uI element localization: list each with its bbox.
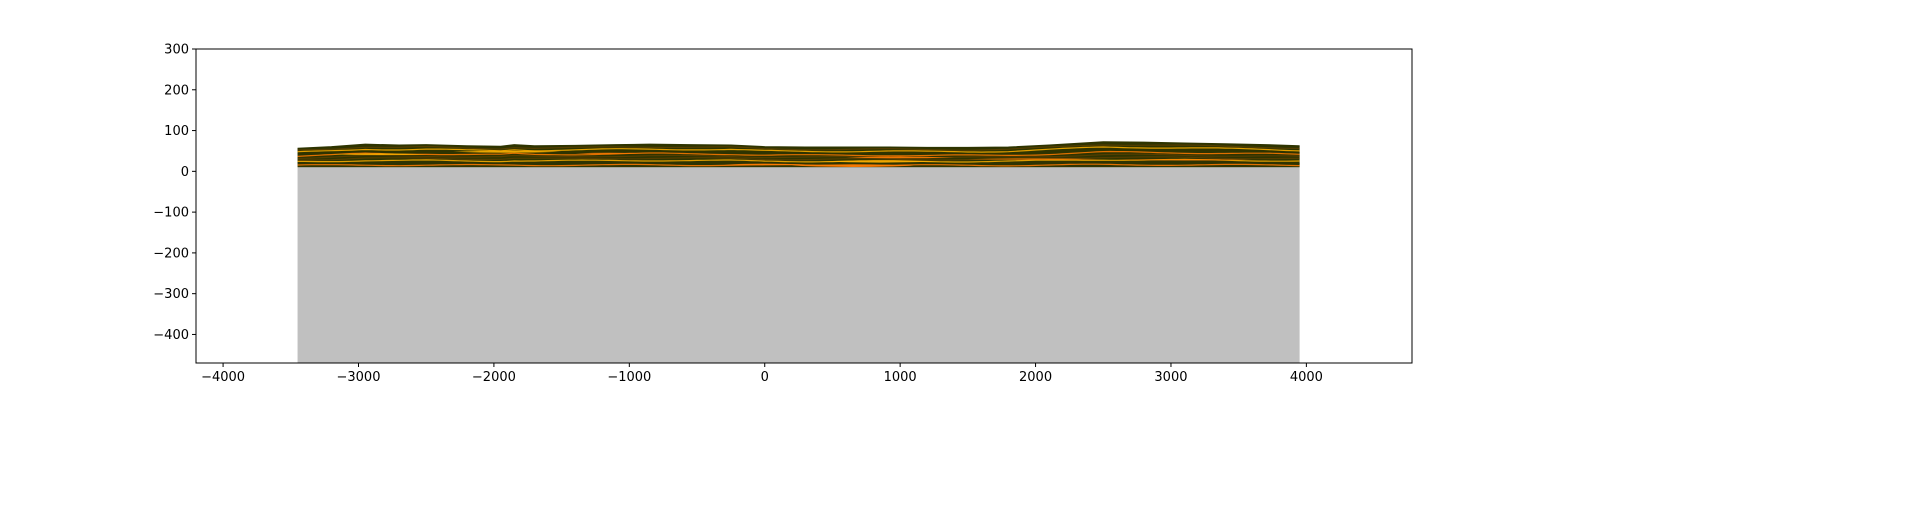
x-tick-label: −3000 [337, 370, 381, 385]
layer-lens [818, 160, 941, 163]
x-tick-label: −4000 [201, 370, 245, 385]
y-tick-label: 300 [164, 43, 189, 58]
layer-lens [331, 153, 427, 156]
layer-line [297, 156, 1300, 161]
layer-line [297, 161, 1300, 165]
y-tick-label: −400 [153, 328, 189, 343]
top-surface-line [297, 141, 1300, 150]
x-tick-label: 3000 [1154, 370, 1187, 385]
basement-block [297, 167, 1300, 363]
x-axis: −4000 −3000 −2000 −1000 0 1000 2000 3000 4000 [201, 363, 1323, 385]
x-tick-label: 4000 [1290, 370, 1323, 385]
layer-lens [1116, 159, 1253, 161]
y-tick-label: −200 [153, 246, 189, 261]
y-axis: 300 200 100 0 −100 −200 −300 −400 [153, 43, 196, 343]
layer-lens [791, 164, 914, 168]
y-tick-label: 200 [164, 83, 189, 98]
layer-line [297, 153, 1300, 160]
y-tick-label: 100 [164, 124, 189, 139]
layer-line [297, 150, 1300, 157]
x-tick-label: 2000 [1019, 370, 1052, 385]
layer-line [297, 144, 1300, 151]
layer-line [297, 163, 1300, 167]
x-tick-label: 1000 [884, 370, 917, 385]
y-tick-label: −100 [153, 206, 189, 221]
x-tick-label: −1000 [607, 370, 651, 385]
layer-lens [575, 152, 643, 155]
layer-lens [845, 156, 955, 159]
layer-lens [453, 150, 562, 153]
x-tick-label: −2000 [472, 370, 516, 385]
plot-frame [195, 48, 1413, 364]
layer-lens [724, 163, 806, 166]
layer-lens [967, 158, 1104, 160]
layer-line [297, 146, 1300, 153]
y-tick-label: −300 [153, 287, 189, 302]
y-tick-label: 0 [181, 165, 189, 180]
x-tick-label: 0 [761, 370, 769, 385]
